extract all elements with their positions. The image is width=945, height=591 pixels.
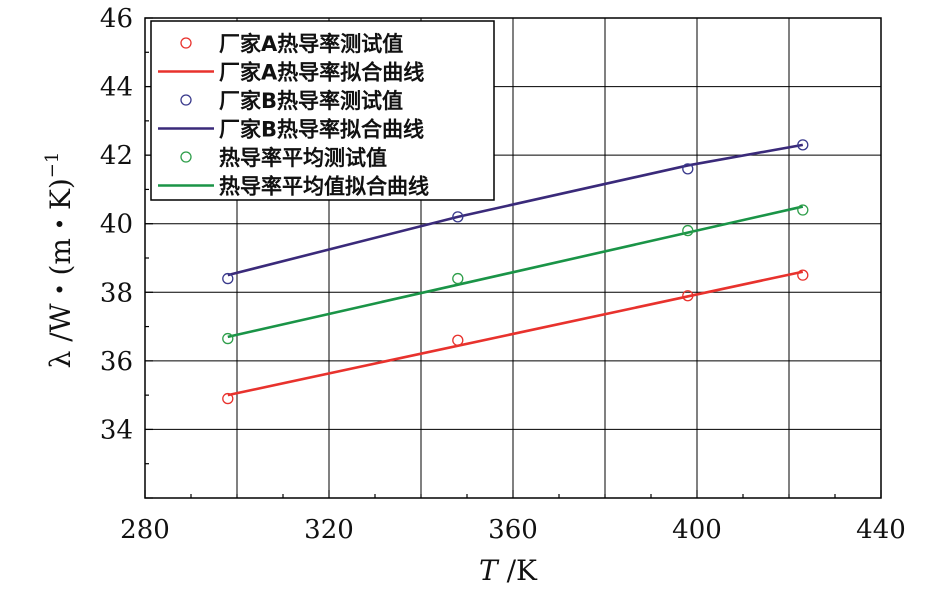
data-point xyxy=(222,392,234,405)
y-tick-label: 40 xyxy=(100,210,133,240)
x-tick-label: 440 xyxy=(856,515,906,545)
data-point xyxy=(452,334,464,346)
y-axis-title-main: λ /W・(m・K) xyxy=(44,178,77,368)
legend-label: 热导率平均测试值 xyxy=(219,146,387,170)
y-tick-label: 36 xyxy=(100,347,133,377)
x-axis-title: T /K xyxy=(479,554,538,587)
legend-label: 厂家A热导率拟合曲线 xyxy=(219,61,424,85)
legend-label: 厂家B热导率测试值 xyxy=(219,89,403,113)
series-line xyxy=(227,270,804,397)
data-point xyxy=(797,139,809,151)
x-tick-label: 400 xyxy=(672,515,722,545)
legend-marker xyxy=(180,37,192,49)
y-axis-title-sup: −1 xyxy=(42,152,63,179)
legend-marker xyxy=(180,94,192,106)
x-axis-title-unit: /K xyxy=(498,554,538,587)
data-point xyxy=(797,204,809,216)
x-tick-label: 360 xyxy=(488,515,538,545)
y-tick-label: 34 xyxy=(100,415,133,445)
x-tick-label: 280 xyxy=(120,515,170,545)
legend-marker xyxy=(180,151,192,163)
y-tick-label: 46 xyxy=(100,4,133,34)
y-axis-title: λ /W・(m・K)−1 xyxy=(42,152,77,369)
data-point xyxy=(452,211,464,223)
legend: 厂家A热导率测试值厂家A热导率拟合曲线厂家B热导率测试值厂家B热导率拟合曲线热导… xyxy=(150,20,495,201)
legend-box xyxy=(150,20,495,201)
legend-label: 厂家A热导率测试值 xyxy=(219,32,403,56)
x-axis-title-italic: T xyxy=(479,554,500,587)
data-point xyxy=(222,332,234,345)
y-tick-label: 38 xyxy=(100,278,133,308)
series-layer xyxy=(222,139,809,405)
data-point xyxy=(682,224,694,237)
x-tick-label: 320 xyxy=(304,515,354,545)
legend-label: 热导率平均值拟合曲线 xyxy=(219,175,429,199)
y-tick-label: 44 xyxy=(100,73,133,103)
data-point xyxy=(682,163,694,175)
data-point xyxy=(222,272,234,285)
data-point xyxy=(452,272,464,285)
axis-ticks: 280 320 360 400 440 34 36 38 40 42 44 46 xyxy=(100,4,906,545)
series-line xyxy=(227,205,804,339)
legend-label: 厂家B热导率拟合曲线 xyxy=(219,118,424,142)
data-point xyxy=(797,269,809,281)
data-point xyxy=(682,290,694,302)
y-tick-label: 42 xyxy=(100,141,133,171)
series-line xyxy=(227,143,804,277)
